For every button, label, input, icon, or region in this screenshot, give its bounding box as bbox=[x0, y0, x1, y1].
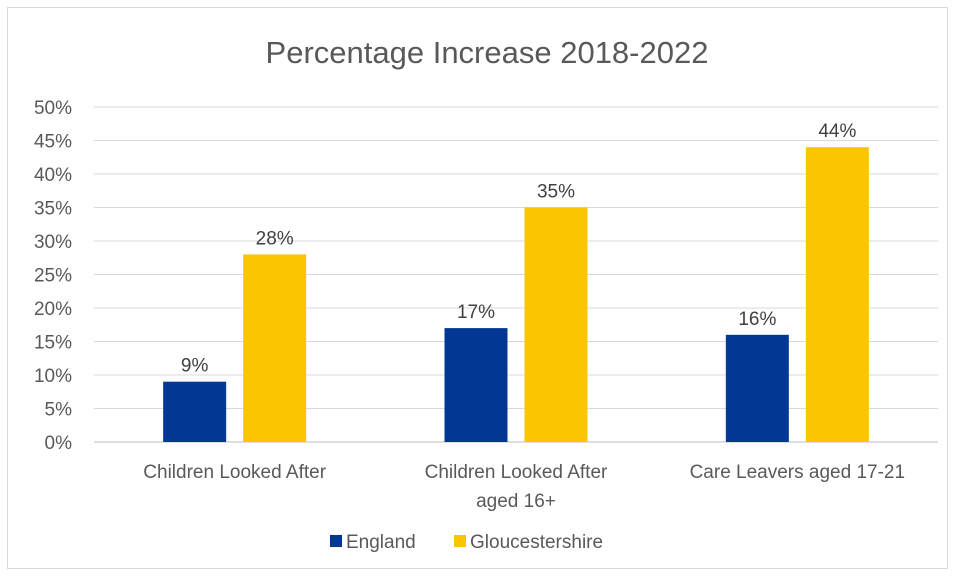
y-tick-label: 50% bbox=[34, 98, 72, 119]
data-label: 44% bbox=[818, 121, 856, 142]
data-label: 16% bbox=[738, 309, 776, 330]
category-label: Children Looked After bbox=[143, 462, 326, 483]
category-label: Care Leavers aged 17-21 bbox=[690, 462, 905, 483]
bar-england bbox=[163, 381, 227, 442]
y-axis-ticks: 0% 5% 10% 15% 20% 25% 30% 35% 40% 45% 50% bbox=[34, 98, 72, 454]
y-tick-label: 45% bbox=[34, 132, 72, 153]
y-tick-label: 35% bbox=[34, 199, 72, 220]
bar-england bbox=[444, 328, 508, 442]
bar-gloucestershire bbox=[805, 147, 869, 442]
gridlines bbox=[94, 106, 938, 443]
data-label: 28% bbox=[256, 228, 294, 249]
chart-title: Percentage Increase 2018-2022 bbox=[266, 35, 709, 70]
data-label: 9% bbox=[181, 356, 209, 377]
data-label: 35% bbox=[537, 182, 575, 203]
chart-frame bbox=[7, 7, 948, 569]
legend: England Gloucestershire bbox=[330, 532, 603, 553]
y-tick-label: 15% bbox=[34, 333, 72, 354]
category-label: aged 16+ bbox=[476, 491, 556, 512]
category-labels: Children Looked After Children Looked Aft… bbox=[143, 462, 905, 512]
y-tick-label: 20% bbox=[34, 299, 72, 320]
bar-gloucestershire bbox=[524, 207, 588, 442]
y-tick-label: 30% bbox=[34, 232, 72, 253]
legend-swatch bbox=[454, 535, 466, 547]
legend-label: Gloucestershire bbox=[470, 532, 603, 553]
y-tick-label: 10% bbox=[34, 366, 72, 387]
bars bbox=[163, 147, 869, 442]
legend-swatch bbox=[330, 535, 342, 547]
legend-label: England bbox=[346, 532, 416, 553]
data-labels: 9% 28% 17% 35% 16% 44% bbox=[181, 121, 857, 377]
bar-gloucestershire bbox=[243, 254, 307, 442]
data-label: 17% bbox=[457, 302, 495, 323]
y-tick-label: 25% bbox=[34, 266, 72, 287]
category-label: Children Looked After bbox=[425, 462, 608, 483]
bar-england bbox=[725, 334, 789, 442]
y-tick-label: 40% bbox=[34, 165, 72, 186]
y-tick-label: 0% bbox=[45, 433, 73, 454]
y-tick-label: 5% bbox=[45, 400, 73, 421]
